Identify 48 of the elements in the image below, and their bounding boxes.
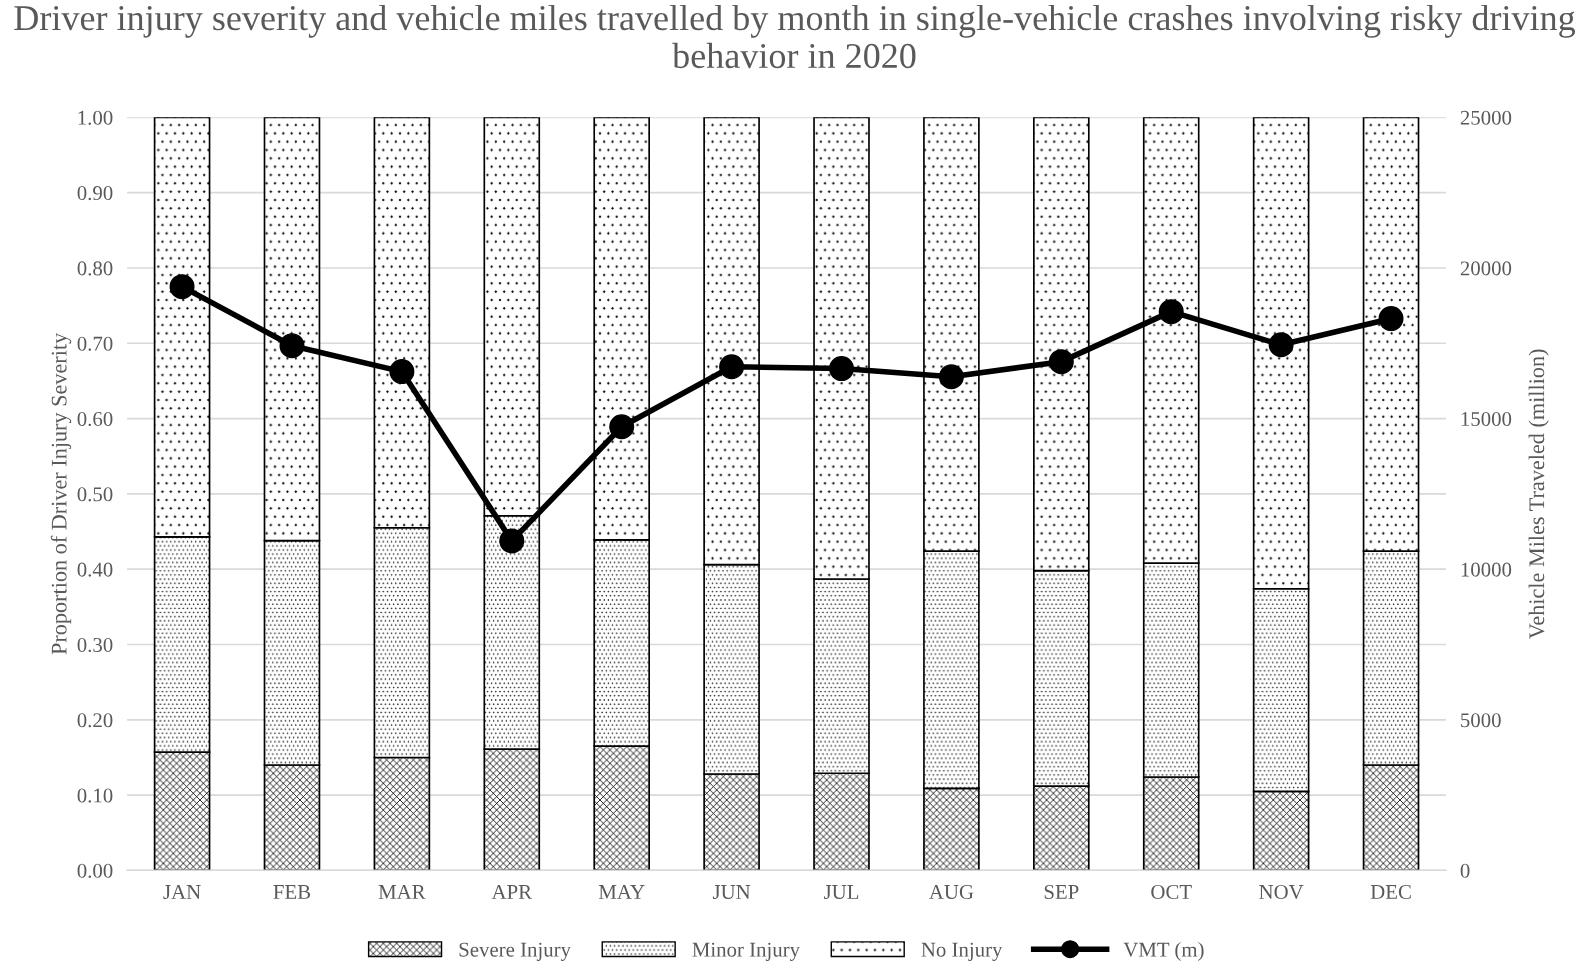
point: [829, 356, 855, 382]
y-tick-label: 0.00: [77, 863, 113, 878]
point: [938, 364, 964, 390]
y-tick-label: 0.10: [77, 788, 113, 803]
x-tick-label: SEP: [1044, 884, 1079, 899]
point: [1268, 332, 1294, 358]
y2-tick-label: 10000: [1461, 562, 1512, 577]
y-tick-label: 0.70: [77, 336, 113, 351]
x-tick-label: APR: [491, 885, 533, 899]
y-tick-label: 0.30: [77, 637, 113, 653]
point: [1158, 299, 1184, 325]
x-tick-label: OCT: [1151, 884, 1192, 899]
y-tick-label: 0.20: [77, 713, 113, 728]
x-tick-label: NOV: [1259, 884, 1304, 900]
y2-axis-title: Vehicle Miles Traveled (million): [1528, 349, 1549, 639]
point: [609, 414, 635, 440]
point: [389, 359, 415, 385]
y-axis-title: Proportion of Driver Injury Severity: [50, 332, 72, 655]
y-tick-label: 0.90: [77, 186, 113, 201]
point: [279, 333, 305, 359]
legend-label: Minor Injury: [692, 942, 800, 961]
y2-tick-label: 25000: [1460, 110, 1512, 125]
y2-tick-label: 20000: [1460, 261, 1512, 276]
point: [1378, 306, 1404, 332]
x-tick-label: MAR: [378, 885, 426, 899]
y-tick-label: 0.50: [77, 487, 113, 502]
x-tick-label: JUL: [824, 885, 859, 899]
x-tick-label: AUG: [929, 884, 974, 899]
x-tick-label: JUN: [712, 885, 751, 899]
y2-tick-label: 5000: [1461, 713, 1501, 728]
y-tick-label: 0.60: [77, 411, 113, 427]
x-tick-label: JAN: [163, 885, 201, 899]
point: [1048, 349, 1074, 375]
legend-label: Severe Injury: [459, 942, 571, 961]
y2-tick-label: 15000: [1461, 411, 1512, 427]
y-tick-label: 0.40: [77, 562, 113, 577]
point: [719, 354, 745, 380]
legend-label: VMT (m): [1123, 942, 1204, 961]
x-tick-label: DEC: [1370, 884, 1411, 899]
x-tick-label: MAY: [598, 885, 645, 899]
y-tick-label: 0.80: [77, 261, 113, 276]
point: [499, 528, 525, 554]
legend-label: No Injury: [921, 942, 1003, 961]
chart-title: Driver injury severity and vehicle miles travelled by month in single-vehicle crashes involving risky driving behavior in 2020: [14, 4, 1576, 69]
y-tick-label: 1.00: [78, 110, 113, 125]
y2-tick-label: 0: [1460, 863, 1470, 878]
point: [169, 274, 195, 300]
x-tick-label: FEB: [273, 885, 311, 899]
